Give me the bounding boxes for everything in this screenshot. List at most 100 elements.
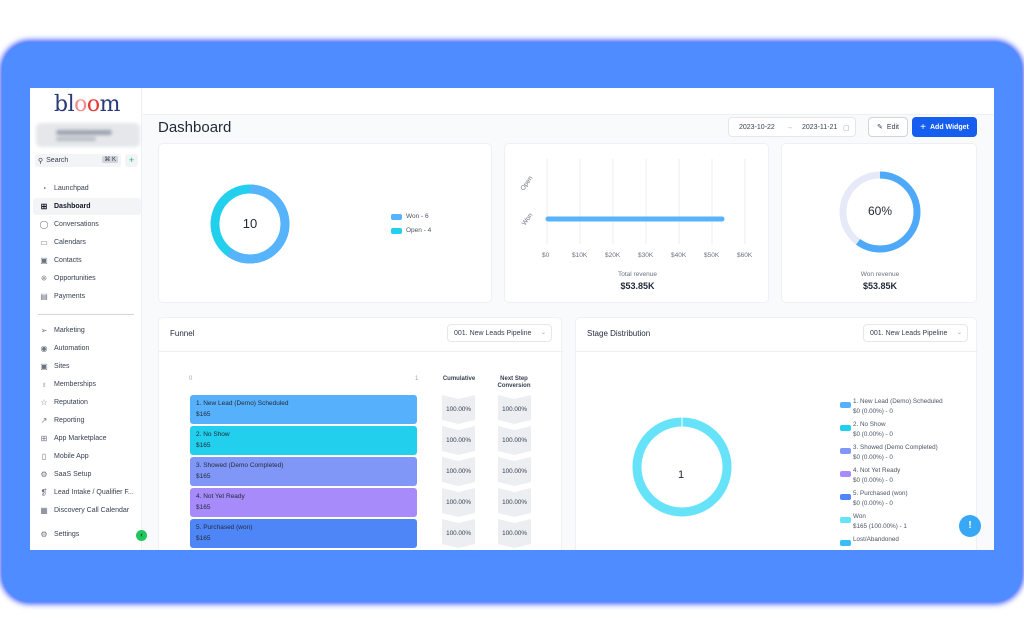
x-tick: $20K <box>605 252 621 259</box>
x-tick: $40K <box>671 252 687 259</box>
sidebar-item-app-marketplace[interactable]: ⊞ App Marketplace <box>40 434 107 443</box>
stage-legend-item[interactable]: 4. Not Yet Ready $0 (0.00%) - 0 <box>840 466 900 486</box>
sidebar-item-settings[interactable]: ⚙ Settings <box>40 530 80 539</box>
mobile-icon: ▯ <box>41 452 47 461</box>
won-revenue-caption: Won revenue <box>860 271 900 278</box>
trend-icon: ↗ <box>40 416 48 425</box>
calendar-filled-icon: ▦ <box>40 506 48 515</box>
feedback-button[interactable]: ! <box>959 515 981 537</box>
edit-button[interactable]: ✎ Edit <box>868 117 908 137</box>
apps-icon: ⊞ <box>40 434 48 443</box>
cumulative-cell: 100.00% <box>442 426 475 455</box>
cumulative-cell: 100.00% <box>442 519 475 548</box>
date-end[interactable]: 2023-11-21 <box>802 124 838 131</box>
calendar-icon: ▭ <box>40 238 48 247</box>
won-revenue-widget: 60% Won revenue $53.85K <box>781 143 977 303</box>
sidebar-item-conversations[interactable]: ◯ Conversations <box>39 220 99 229</box>
funnel-stage[interactable]: 4. Not Yet Ready $165 <box>190 488 417 517</box>
sidebar-item-marketing[interactable]: ➢ Marketing <box>40 326 85 335</box>
funnel-stage[interactable]: 3. Showed (Demo Completed) $165 <box>190 457 417 486</box>
rocket-icon: ◔ <box>41 184 47 193</box>
funnel-title: Funnel <box>170 329 195 338</box>
funnel-widget: Funnel 001. New Leads Pipeline ⌄ 0 1 Cum… <box>158 317 563 550</box>
sidebar-divider <box>38 314 134 315</box>
funnel-stage[interactable]: 1. New Lead (Demo) Scheduled $165 <box>190 395 417 424</box>
col-next-step-conversion: Next Step Conversion <box>497 376 531 389</box>
account-switcher[interactable] <box>36 123 140 147</box>
sidebar-item-launchpad[interactable]: ◔ Launchpad <box>33 180 141 197</box>
sidebar-item-contacts[interactable]: ▣ Contacts <box>40 256 82 265</box>
sidebar-item-sites[interactable]: ▣ Sites <box>40 362 70 371</box>
x-tick: $0 <box>542 252 550 259</box>
stage-legend-item[interactable]: 2. No Show $0 (0.00%) - 0 <box>840 420 893 440</box>
funnel-axis-min: 0 <box>189 376 193 382</box>
quick-add-button[interactable]: + <box>125 154 138 167</box>
sidebar-item-reputation[interactable]: ☆ Reputation <box>40 398 88 407</box>
stage-legend-item[interactable]: 5. Purchased (won) $0 (0.00%) - 0 <box>840 489 908 509</box>
next-step-cell: 100.00% <box>498 488 531 517</box>
funnel-stage[interactable]: 5. Purchased (won) $165 <box>190 519 417 548</box>
arrow-right-icon: → <box>786 124 793 131</box>
x-tick: $10K <box>572 252 588 259</box>
stage-legend-item[interactable]: 1. New Lead (Demo) Scheduled $0 (0.00%) -… <box>840 397 943 417</box>
sidebar-item-payments[interactable]: ▤ Payments <box>40 292 86 301</box>
col-cumulative: Cumulative <box>442 376 476 382</box>
stage-distribution-widget: Stage Distribution 001. New Leads Pipeli… <box>575 317 978 550</box>
stage-legend-item[interactable]: Lost/Abandoned <box>840 535 899 546</box>
cumulative-cell: 100.00% <box>442 457 475 486</box>
search-input[interactable]: ⚲ Search ⌘ K <box>35 154 121 167</box>
automation-icon: ◉ <box>40 344 48 353</box>
dashboard-icon: ⊞ <box>40 202 48 211</box>
next-step-cell: 100.00% <box>498 519 531 548</box>
legend-swatch <box>391 213 402 220</box>
x-tick: $60K <box>737 252 753 259</box>
sidebar-item-automation[interactable]: ◉ Automation <box>40 344 90 353</box>
sidebar-item-reporting[interactable]: ↗ Reporting <box>40 416 85 425</box>
lead-intake-icon: ❡ <box>40 488 48 497</box>
cumulative-cell: 100.00% <box>442 395 475 424</box>
plus-icon: + <box>920 121 926 133</box>
date-range-picker[interactable]: 2023-10-22 → 2023-11-21 ▢ <box>728 117 856 137</box>
stage-legend-item[interactable]: 3. Showed (Demo Completed) $0 (0.00%) - 0 <box>840 443 938 463</box>
date-start[interactable]: 2023-10-22 <box>739 124 775 131</box>
payments-icon: ▤ <box>40 292 48 301</box>
add-widget-button[interactable]: + Add Widget <box>912 117 977 137</box>
next-step-cell: 100.00% <box>498 457 531 486</box>
next-step-cell: 100.00% <box>498 426 531 455</box>
shortcut-badge: ⌘ K <box>102 156 118 163</box>
funnel-stage[interactable]: 2. No Show $165 <box>190 426 417 455</box>
x-tick: $30K <box>638 252 654 259</box>
sidebar: bloom ⚲ Search ⌘ K + ◔ Launchpad ⊞ Dashboa… <box>30 88 142 550</box>
sidebar-item-discovery-call-calendar[interactable]: ▦ Discovery Call Calendar <box>40 506 130 515</box>
won-revenue-gauge <box>839 171 921 253</box>
legend-open[interactable]: Open - 4 <box>391 227 431 234</box>
brand-logo[interactable]: bloom <box>54 92 121 117</box>
won-revenue-value: $53.85K <box>862 281 898 291</box>
opportunity-status-widget: 10 Won - 6 Open - 4 <box>158 143 492 303</box>
stage-legend-item[interactable]: Won $165 (100.00%) - 1 <box>840 512 907 532</box>
cumulative-cell: 100.00% <box>442 488 475 517</box>
revenue-caption: Total revenue <box>617 271 658 278</box>
sidebar-item-saas-setup[interactable]: ⚙ SaaS Setup <box>40 470 92 479</box>
pencil-icon: ✎ <box>877 124 883 131</box>
star-icon: ☆ <box>40 398 48 407</box>
legend-won[interactable]: Won - 6 <box>391 213 429 220</box>
chevron-down-icon: ⌄ <box>540 330 546 336</box>
contacts-icon: ▣ <box>40 256 48 265</box>
funnel-pipeline-select[interactable]: 001. New Leads Pipeline ⌄ <box>447 324 552 342</box>
stage-distribution-title: Stage Distribution <box>587 329 651 338</box>
stage-total-value: 1 <box>677 469 685 481</box>
sidebar-item-memberships[interactable]: ♁ Memberships <box>41 380 97 389</box>
stage-pipeline-select[interactable]: 001. New Leads Pipeline ⌄ <box>863 324 968 342</box>
settings-icon: ⚙ <box>40 530 48 539</box>
sidebar-item-opportunities[interactable]: ⁜ Opportunities <box>40 274 96 283</box>
sites-icon: ▣ <box>40 362 48 371</box>
app-window: bloom ⚲ Search ⌘ K + ◔ Launchpad ⊞ Dashboa… <box>30 88 994 550</box>
sidebar-item-lead-intake[interactable]: ❡ Lead Intake / Qualifier F... <box>40 488 134 497</box>
sidebar-item-mobile-app[interactable]: ▯ Mobile App <box>33 448 141 465</box>
sidebar-item-calendars[interactable]: ▭ Calendars <box>40 238 86 247</box>
feedback-icon: ! <box>968 520 972 531</box>
collapse-sidebar-button[interactable]: ‹ <box>136 530 147 541</box>
sidebar-item-dashboard[interactable]: ⊞ Dashboard <box>33 198 141 215</box>
legend-swatch <box>391 227 402 234</box>
